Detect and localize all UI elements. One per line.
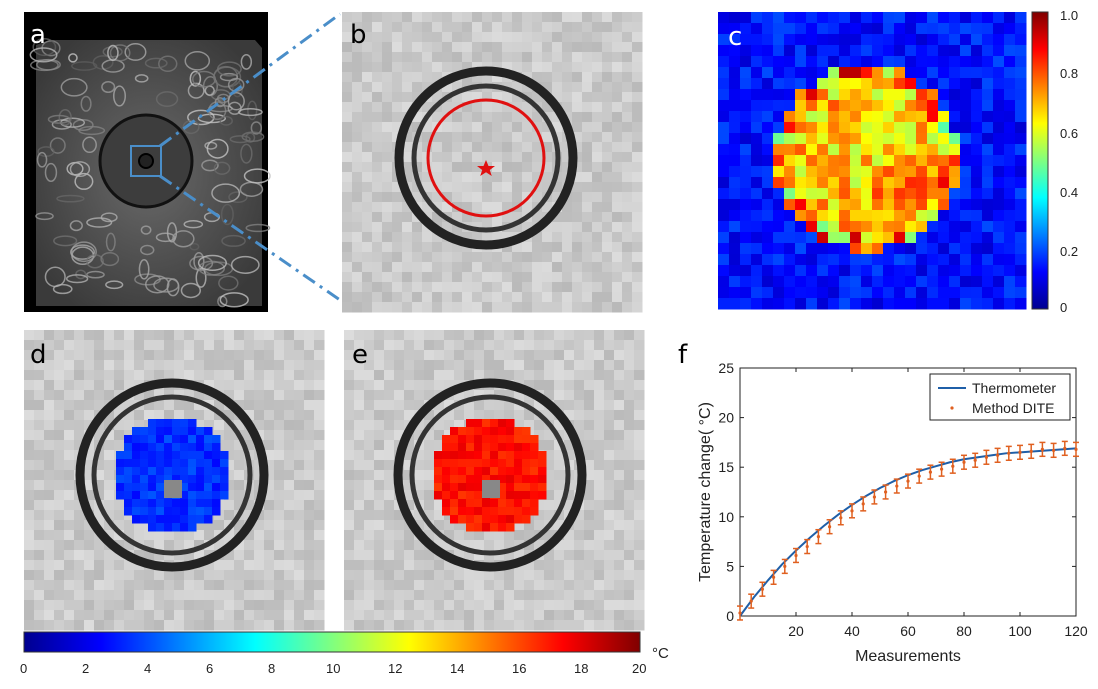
y-tick-label: 0 xyxy=(726,608,734,624)
colorbar-temp-tick: 4 xyxy=(144,661,152,676)
zoom-box xyxy=(130,145,162,177)
colorbar-temp-tick: 14 xyxy=(450,661,465,676)
y-tick-label: 20 xyxy=(718,410,734,426)
panel-label-d: d xyxy=(30,340,47,370)
data-point-dite xyxy=(783,564,787,569)
x-tick-label: 40 xyxy=(844,623,860,639)
y-tick-label: 5 xyxy=(726,558,734,574)
data-point-dite xyxy=(951,464,955,468)
panel-label-e: e xyxy=(352,340,368,370)
zoom-line-top xyxy=(159,12,341,148)
colorbar-temp-tick: 12 xyxy=(388,661,403,676)
colorbar-c-tick: 0.6 xyxy=(1060,126,1079,141)
data-point-dite xyxy=(1018,450,1022,454)
colorbar-temp-tick: 0 xyxy=(20,661,28,676)
panel-c xyxy=(718,11,1049,310)
panel-d xyxy=(24,330,325,631)
colorbar-temperature xyxy=(23,631,641,653)
data-point-dite xyxy=(1007,451,1011,455)
y-tick-label: 15 xyxy=(718,459,734,475)
data-point-dite xyxy=(794,553,798,558)
y-axis-label: Temperature change( °C) xyxy=(697,402,714,582)
data-point-dite xyxy=(1063,446,1067,450)
data-point-dite xyxy=(895,484,899,488)
legend-label-dite: Method DITE xyxy=(972,400,1054,416)
data-point-dite xyxy=(760,587,765,591)
panel-a xyxy=(24,12,271,312)
star-marker-icon xyxy=(477,160,495,176)
data-point-dite xyxy=(816,535,821,539)
y-tick-label: 25 xyxy=(718,360,734,376)
colorbar-temp-tick: 20 xyxy=(632,661,647,676)
x-axis-label: Measurements xyxy=(855,648,961,665)
data-point-dite xyxy=(872,495,877,499)
data-point-dite xyxy=(973,458,977,462)
zoom-line-bottom xyxy=(159,174,341,302)
data-point-dite xyxy=(906,479,910,483)
colorbar-c-tick: 0 xyxy=(1060,300,1068,315)
legend-swatch-dite xyxy=(950,406,954,410)
data-point-dite xyxy=(928,470,933,474)
x-tick-label: 100 xyxy=(1008,623,1032,639)
data-point-dite xyxy=(749,599,753,603)
colorbar-temp-tick: 6 xyxy=(206,661,214,676)
data-point-dite xyxy=(996,453,1000,457)
data-point-dite xyxy=(940,467,944,471)
data-point-dite xyxy=(1074,447,1078,451)
data-point-dite xyxy=(772,575,776,579)
colorbar-c-tick: 0.4 xyxy=(1060,185,1079,200)
data-point-dite xyxy=(962,460,966,464)
legend-box xyxy=(929,373,1071,421)
panel-e xyxy=(344,330,645,631)
colorbar-temp-tick: 10 xyxy=(326,661,341,676)
data-point-dite xyxy=(917,474,921,478)
colorbar-temp-tick: 2 xyxy=(82,661,90,676)
colorbar-temp-unit: °C xyxy=(652,645,669,662)
data-point-dite xyxy=(1040,447,1044,451)
data-point-dite xyxy=(1052,448,1056,452)
colorbar-temp-tick: 8 xyxy=(268,661,276,676)
colorbar-temp-tick: 16 xyxy=(512,661,527,676)
data-point-dite xyxy=(861,502,865,506)
x-tick-label: 80 xyxy=(956,623,972,639)
panel-b xyxy=(342,12,643,313)
panel-label-b: b xyxy=(350,20,367,50)
x-tick-label: 20 xyxy=(788,623,804,639)
data-point-dite xyxy=(805,544,809,549)
data-point-dite xyxy=(738,611,742,615)
colorbar-c-tick: 0.8 xyxy=(1060,66,1079,81)
panel-label-f: f xyxy=(678,340,688,370)
tissue-texture xyxy=(29,38,271,308)
y-tick-label: 10 xyxy=(718,509,734,525)
roi-red-circle xyxy=(426,98,546,218)
colorbar-temp-tick: 18 xyxy=(574,661,589,676)
data-point-dite xyxy=(828,525,832,529)
data-point-dite xyxy=(984,455,989,459)
data-point-dite xyxy=(839,516,843,520)
data-point-dite xyxy=(850,509,854,513)
x-tick-label: 120 xyxy=(1064,623,1088,639)
panel-f-chart: 0 5 10 15 20 25 20 40 60 80 100 120 Measurements Temp… xyxy=(697,360,1088,665)
data-point-dite xyxy=(1029,449,1033,453)
colorbar-c xyxy=(1031,11,1049,310)
x-tick-label: 60 xyxy=(900,623,916,639)
data-point-dite xyxy=(884,490,888,494)
colorbar-c-tick: 1.0 xyxy=(1060,8,1079,23)
panel-label-a: a xyxy=(30,20,46,50)
legend-label-thermometer: Thermometer xyxy=(972,380,1056,396)
colorbar-c-tick: 0.2 xyxy=(1060,244,1079,259)
panel-label-c: c xyxy=(728,22,743,52)
